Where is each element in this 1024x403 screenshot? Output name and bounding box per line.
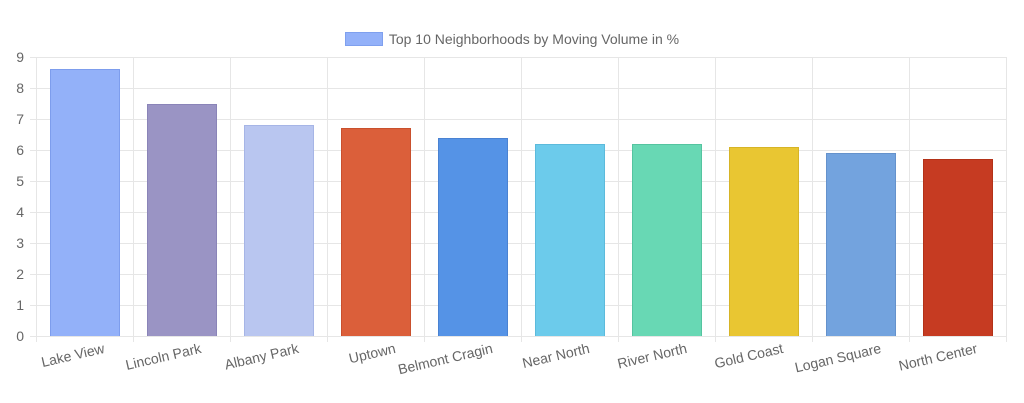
bar-belmont-cragin[interactable]	[437, 137, 508, 336]
y-tick-label: 4	[16, 204, 24, 220]
legend-label: Top 10 Neighborhoods by Moving Volume in…	[388, 31, 680, 47]
x-tick-label: Uptown	[347, 340, 398, 367]
gridline-vertical	[1006, 57, 1007, 342]
x-tick-label: Lake View	[39, 340, 107, 371]
x-tick-label: Near North	[520, 340, 592, 371]
gridline-vertical	[230, 57, 231, 342]
gridline-vertical	[618, 57, 619, 342]
gridline-vertical	[521, 57, 522, 342]
gridline-vertical	[812, 57, 813, 342]
x-tick-label: River North	[615, 340, 689, 372]
gridline-vertical	[424, 57, 425, 342]
bar-north-center[interactable]	[922, 159, 993, 336]
gridline-horizontal	[30, 150, 1006, 151]
bar-near-north[interactable]	[534, 143, 605, 336]
y-tick-label: 2	[16, 266, 24, 282]
gridline-horizontal	[30, 181, 1006, 182]
gridline-horizontal	[30, 243, 1006, 244]
y-tick-label: 3	[16, 235, 24, 251]
y-tick-label: 7	[16, 111, 24, 127]
x-tick-label: Logan Square	[792, 340, 883, 376]
y-tick-label: 1	[16, 297, 24, 313]
gridline-horizontal	[30, 274, 1006, 275]
y-tick-label: 0	[16, 328, 24, 344]
gridline-vertical	[715, 57, 716, 342]
bar-lincoln-park[interactable]	[146, 103, 217, 336]
gridline-horizontal	[30, 57, 1006, 58]
bar-gold-coast[interactable]	[728, 146, 799, 336]
gridline-horizontal	[30, 88, 1006, 89]
gridline-vertical	[327, 57, 328, 342]
legend-swatch	[344, 32, 383, 46]
bar-lake-view[interactable]	[49, 69, 120, 336]
y-tick-label: 8	[16, 80, 24, 96]
gridline-vertical	[36, 57, 37, 342]
y-tick-label: 6	[16, 142, 24, 158]
x-tick-label: Lincoln Park	[124, 340, 204, 373]
bar-river-north[interactable]	[631, 143, 702, 336]
bar-logan-square[interactable]	[825, 153, 896, 336]
gridline-horizontal	[30, 212, 1006, 213]
bar-albany-park[interactable]	[243, 125, 314, 336]
gridline-horizontal	[30, 119, 1006, 120]
bar-uptown[interactable]	[340, 128, 411, 336]
y-tick-label: 5	[16, 173, 24, 189]
gridline-horizontal	[30, 305, 1006, 306]
x-tick-label: Belmont Cragin	[396, 340, 495, 378]
gridline-vertical	[909, 57, 910, 342]
x-tick-label: Gold Coast	[713, 340, 786, 372]
y-tick-label: 9	[16, 49, 24, 65]
x-tick-label: North Center	[897, 340, 980, 374]
x-tick-label: Albany Park	[222, 340, 301, 373]
gridline-horizontal	[30, 336, 1006, 337]
chart-legend[interactable]: Top 10 Neighborhoods by Moving Volume in…	[0, 31, 1024, 47]
bar-chart-plot-area: 0 1 2 3 4 5 6 7 8 9	[16, 49, 1007, 344]
gridline-vertical	[133, 57, 134, 342]
